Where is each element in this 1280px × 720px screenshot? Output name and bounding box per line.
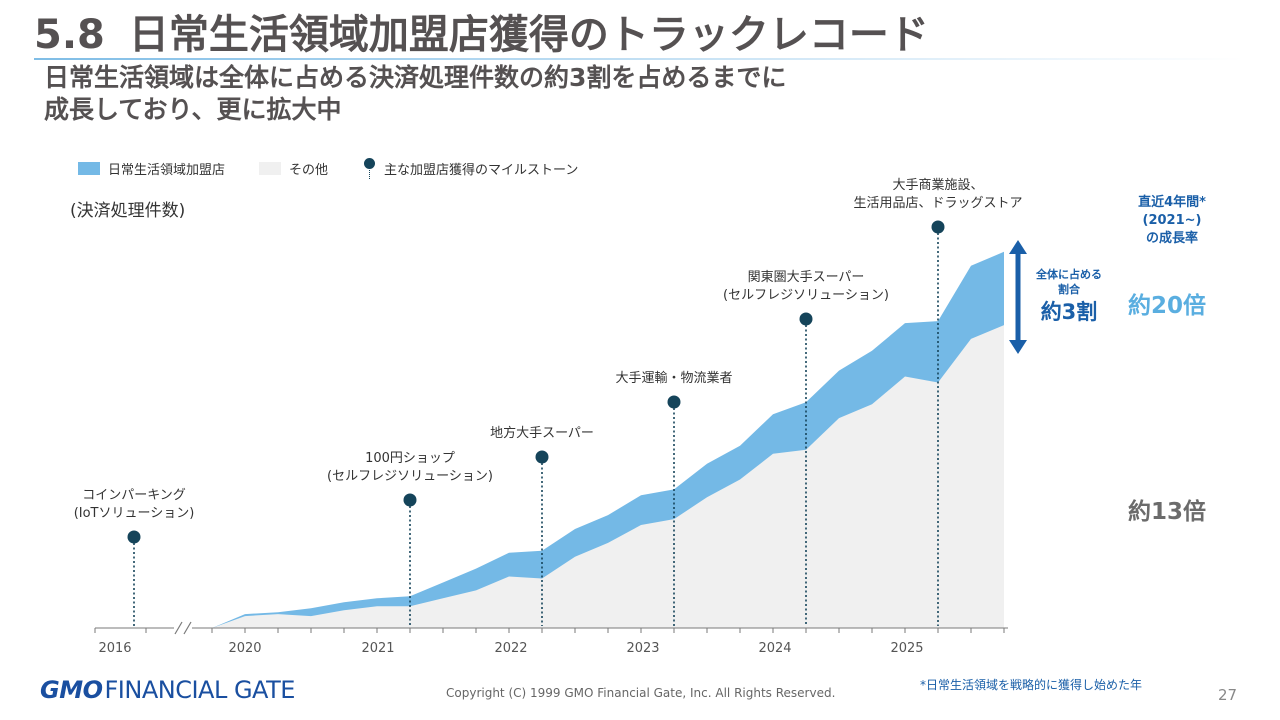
milestone-label: コインパーキング (82, 488, 186, 503)
milestone-label: (セルフレジソリューション) (327, 469, 493, 484)
axis-break-gap (174, 621, 192, 635)
page-subtitle: 日常生活領域は全体に占める決済処理件数の約3割を占めるまでに 成長しており、更に… (44, 62, 786, 126)
milestone-dot (127, 530, 141, 544)
x-tick-label: 2024 (758, 641, 791, 656)
legend-swatch-other (259, 161, 282, 175)
logo-wordmark: FINANCIAL GATE (104, 676, 295, 704)
title-text: 日常生活領域加盟店獲得のトラックレコード (128, 12, 929, 58)
series-area-other (212, 325, 1004, 628)
growth-title-line-3: の成長率 (1145, 231, 1198, 246)
growth-rate-heading: 直近4年間* (2021~) の成長率 (1122, 194, 1222, 248)
legend-label-milestone: 主な加盟店獲得のマイルストーン (384, 162, 579, 178)
x-tick-label: 2025 (890, 641, 923, 656)
copyright-notice: Copyright (C) 1999 GMO Financial Gate, I… (446, 686, 836, 700)
milestone-label: 大手商業施設、 (892, 177, 983, 193)
legend-label-other: その他 (289, 162, 329, 178)
legend-item-other: その他 (259, 159, 328, 178)
milestone-label: (セルフレジソリューション) (723, 288, 889, 303)
x-tick-label: 2021 (361, 641, 394, 656)
section-number: 5.8 (34, 12, 105, 58)
logo-gmo-mark: GMO (40, 676, 103, 704)
share-caption-line-2: 割合 (1058, 283, 1080, 296)
subtitle-line-1: 日常生活領域は全体に占める決済処理件数の約3割を占めるまでに (44, 63, 787, 92)
milestone-dot (799, 312, 813, 326)
growth-title-line-1: 直近4年間* (1138, 195, 1206, 210)
milestone-pin-icon (362, 157, 376, 179)
share-arrow-head-down (1009, 340, 1027, 354)
milestone-label: 大手運輸・物流業者 (615, 370, 732, 386)
milestone-label: 100円ショップ (365, 451, 455, 466)
daily-growth-value: 約20倍 (1128, 293, 1207, 319)
milestone-label: (IoTソリューション) (74, 506, 195, 521)
other-growth-value: 約13倍 (1128, 499, 1207, 525)
y-axis-label: (決済処理件数) (70, 201, 186, 221)
page-number: 27 (1218, 686, 1238, 704)
title-divider (34, 58, 1244, 60)
growth-title-line-2: (2021~) (1142, 213, 1202, 228)
chart-legend: 日常生活領域加盟店 その他 主な加盟店獲得のマイルストーン (78, 157, 612, 179)
milestone-dot (535, 450, 549, 464)
milestone-label: 関東圏大手スーパー (748, 269, 865, 285)
milestone-dot (667, 395, 681, 409)
milestone-label: 地方大手スーパー (490, 425, 594, 441)
share-value: 約3割 (1040, 300, 1098, 324)
milestone-dot (931, 220, 945, 234)
milestone-label: 生活用品店、ドラッグストア (853, 196, 1022, 211)
page-title: 5.8 日常生活領域加盟店獲得のトラックレコード (34, 2, 929, 60)
axis-break-mark (174, 621, 183, 635)
share-arrow-head-up (1009, 240, 1027, 254)
legend-swatch-daily (78, 161, 100, 175)
x-tick-label: 2022 (494, 641, 527, 656)
milestone-dot (403, 493, 417, 507)
footnote: *日常生活領域を戦略的に獲得し始めた年 (920, 678, 1143, 692)
company-logo: GMOFINANCIAL GATE (40, 676, 295, 704)
x-tick-label: 2016 (98, 641, 131, 656)
legend-item-daily: 日常生活領域加盟店 (78, 159, 225, 178)
subtitle-line-2: 成長しており、更に拡大中 (44, 95, 342, 124)
x-tick-label: 2023 (626, 641, 659, 656)
x-tick-label: 2020 (228, 641, 261, 656)
legend-item-milestone: 主な加盟店獲得のマイルストーン (362, 157, 578, 179)
axis-break-mark (183, 621, 192, 635)
share-caption: 全体に占める 割合 (1028, 267, 1110, 297)
share-caption-line-1: 全体に占める (1036, 268, 1102, 281)
legend-label-daily: 日常生活領域加盟店 (108, 162, 226, 178)
